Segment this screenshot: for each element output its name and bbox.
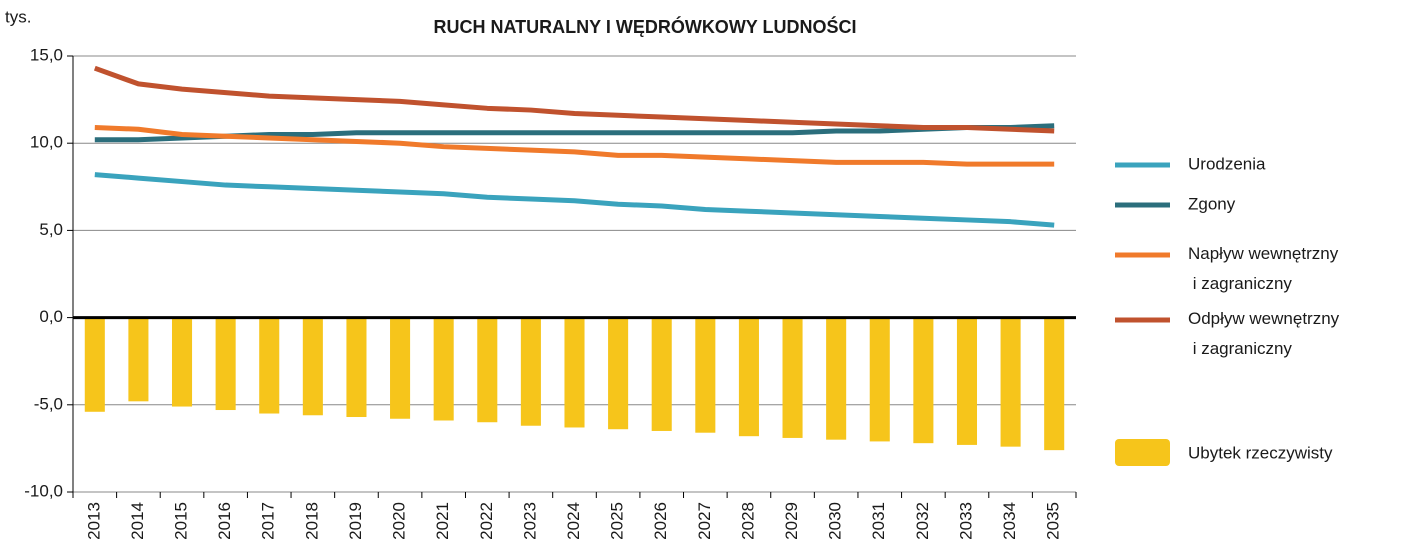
x-tick-label: 2020 [390, 502, 409, 540]
x-tick-label: 2027 [695, 502, 714, 540]
x-tick-label: 2019 [346, 502, 365, 540]
bar [302, 317, 323, 416]
line [94, 125, 1055, 167]
x-tick-label: 2021 [433, 502, 452, 540]
y-tick-label: -10,0 [24, 481, 63, 500]
x-tick-label: 2016 [215, 502, 234, 540]
x-tick-label: 2029 [782, 502, 801, 540]
bar [346, 317, 367, 418]
bar [956, 317, 978, 445]
bar [84, 317, 105, 412]
bar [1000, 317, 1021, 447]
y-unit: tys. [5, 7, 31, 26]
bar [520, 317, 541, 426]
x-tick-label: 2023 [520, 502, 539, 540]
x-tick-label: 2035 [1044, 502, 1063, 540]
x-tick-label: 2033 [956, 502, 975, 540]
line [94, 172, 1055, 228]
x-tick-label: 2015 [172, 502, 191, 540]
x-tick-label: 2018 [302, 502, 321, 540]
legend-label: Zgony [1188, 194, 1236, 213]
y-tick-label: 5,0 [39, 220, 63, 239]
legend-label: Napływ wewnętrzny i zagraniczny [1188, 244, 1339, 293]
legend-label: Ubytek rzeczywisty [1188, 443, 1333, 462]
bar [128, 317, 149, 402]
bar [1044, 317, 1065, 451]
x-tick-label: 2031 [869, 502, 888, 540]
bar [913, 317, 934, 444]
bar [564, 317, 585, 428]
bar [651, 317, 672, 431]
line [93, 65, 1055, 134]
x-tick-label: 2017 [259, 502, 278, 540]
bar [259, 317, 280, 414]
bar [695, 317, 716, 433]
bar [608, 317, 629, 430]
x-tick-label: 2022 [477, 502, 496, 540]
bar [171, 317, 193, 407]
bar [390, 317, 411, 419]
x-tick-label: 2032 [913, 502, 932, 540]
x-tick-label: 2025 [608, 502, 627, 540]
y-tick-label: 10,0 [30, 133, 63, 152]
x-tick-label: 2028 [738, 502, 757, 540]
bar [826, 317, 847, 440]
legend-label: Urodzenia [1188, 154, 1266, 173]
bar [215, 317, 236, 411]
bar [738, 317, 759, 437]
legend-swatch [1115, 439, 1170, 466]
y-tick-label: 15,0 [30, 45, 63, 64]
x-tick-label: 2030 [826, 502, 845, 540]
bar [869, 317, 890, 442]
legend-label: Odpływ wewnętrzny i zagraniczny [1188, 309, 1340, 358]
bar [477, 317, 498, 423]
bar [433, 317, 454, 421]
chart-title: RUCH NATURALNY I WĘDRÓWKOWY LUDNOŚCI [434, 16, 857, 37]
y-tick-label: -5,0 [34, 394, 63, 413]
x-tick-label: 2014 [128, 502, 147, 540]
x-tick-label: 2026 [651, 502, 670, 540]
x-tick-label: 2024 [564, 502, 583, 540]
bar [782, 317, 803, 438]
x-tick-label: 2034 [1000, 502, 1019, 540]
y-tick-label: 0,0 [39, 307, 63, 326]
x-tick-label: 2013 [84, 502, 103, 540]
